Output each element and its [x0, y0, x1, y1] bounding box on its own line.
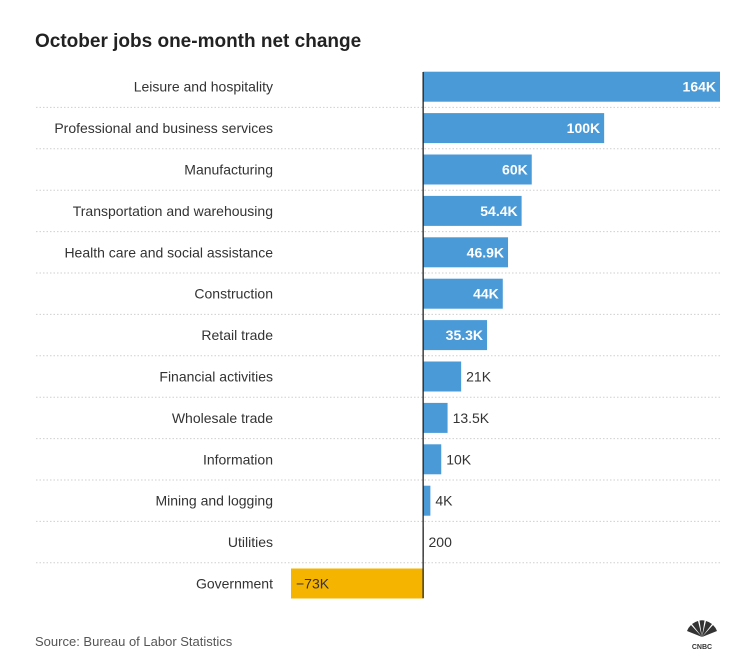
- peacock-icon: [687, 620, 717, 637]
- bars: [291, 71, 720, 599]
- category-label: Wholesale trade: [172, 410, 273, 426]
- value-label: 46.9K: [467, 244, 504, 260]
- cnbc-logo-text: CNBC: [692, 644, 712, 651]
- category-label: Financial activities: [159, 369, 273, 385]
- value-label: 44K: [473, 286, 499, 302]
- bar: [423, 444, 442, 475]
- category-label: Leisure and hospitality: [134, 79, 273, 95]
- bar: [423, 485, 431, 516]
- value-label: 13.5K: [453, 410, 490, 426]
- category-label: Utilities: [228, 534, 273, 550]
- category-label: Construction: [194, 286, 273, 302]
- category-label: Government: [196, 576, 273, 592]
- source-note: Source: Bureau of Labor Statistics: [35, 634, 233, 649]
- category-label: Professional and business services: [54, 120, 273, 136]
- value-label: 10K: [446, 451, 472, 467]
- bar: [423, 195, 522, 226]
- gridlines: [36, 106, 720, 564]
- chart-title: October jobs one-month net change: [35, 31, 362, 52]
- category-label: Information: [203, 451, 273, 467]
- bar: [291, 568, 424, 599]
- bar: [423, 113, 605, 144]
- value-label: 21K: [466, 369, 492, 385]
- bar: [423, 237, 509, 268]
- bar: [423, 71, 720, 102]
- bar: [423, 402, 448, 433]
- value-label: 200: [429, 534, 453, 550]
- bar: [423, 361, 462, 392]
- value-label: 35.3K: [446, 327, 483, 343]
- cnbc-peacock-logo: CNBC: [687, 620, 717, 651]
- category-label: Transportation and warehousing: [73, 203, 273, 219]
- value-label: 54.4K: [480, 203, 517, 219]
- value-label: 60K: [502, 162, 528, 178]
- category-label: Manufacturing: [184, 162, 273, 178]
- value-label: 164K: [683, 79, 716, 95]
- value-label: 4K: [435, 493, 453, 509]
- bar: [423, 278, 503, 309]
- category-label: Health care and social assistance: [64, 244, 273, 260]
- value-label: 100K: [567, 120, 600, 136]
- bar: [423, 154, 532, 185]
- category-label: Mining and logging: [155, 493, 273, 509]
- category-labels: Leisure and hospitality Professional and …: [54, 79, 273, 592]
- bar: [423, 320, 488, 351]
- category-label: Retail trade: [201, 327, 273, 343]
- value-labels: 164K 100K 60K 54.4K 46.9K 44K 35.3K 21K 13.5K 10K…: [296, 79, 716, 592]
- value-label: −73K: [296, 576, 330, 592]
